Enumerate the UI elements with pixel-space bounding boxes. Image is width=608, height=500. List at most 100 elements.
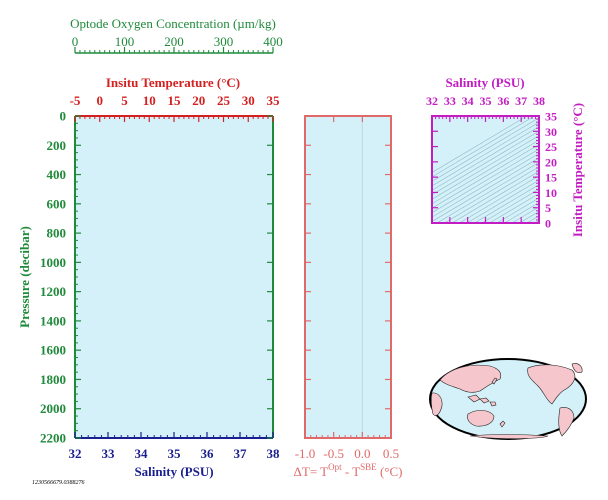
pressure-tick-label: 600 <box>47 196 67 211</box>
ts-salinity-tick-label: 32 <box>426 94 438 108</box>
salinity-tick-label: 38 <box>267 446 281 461</box>
temperature-tick-label: -5 <box>70 93 81 108</box>
land-africa <box>431 392 443 416</box>
pressure-tick-label: 800 <box>47 226 67 241</box>
temperature-tick-label: 15 <box>168 93 182 108</box>
density-contour <box>432 148 539 213</box>
pressure-tick-label: 2200 <box>40 431 66 446</box>
ts-density-contours <box>432 116 539 223</box>
pressure-tick-label: 1600 <box>40 343 66 358</box>
profile-id-text: 1230566679.0388276 <box>32 480 85 486</box>
temperature-tick-label: 20 <box>192 93 205 108</box>
temperature-tick-label: 35 <box>267 93 281 108</box>
ts-salinity-label: Salinity (PSU) <box>445 75 524 90</box>
density-contour <box>504 201 539 223</box>
density-contour <box>432 121 539 186</box>
density-contour <box>432 157 539 222</box>
pressure-axis-label: Pressure (decibar) <box>17 226 32 328</box>
profile-plot-area <box>75 116 273 438</box>
delta-t-plot-area <box>305 116 391 438</box>
world-map <box>429 358 587 440</box>
land-greenland <box>571 363 583 374</box>
oxygen-tick-label: 200 <box>164 34 184 49</box>
ts-temperature-tick-label: 35 <box>545 110 557 124</box>
land-north-america <box>527 364 576 405</box>
salinity-tick-label: 37 <box>234 446 248 461</box>
oxygen-axis-label: Optode Oxygen Concentration (µm/kg) <box>70 16 276 31</box>
delta-t-tick-label: 0.5 <box>383 446 399 461</box>
oxygen-tick-label: 0 <box>72 34 79 49</box>
temperature-tick-label: 0 <box>97 93 104 108</box>
land-japan <box>491 377 498 385</box>
oxygen-ticks: 0 100 200 300 400 <box>72 34 283 53</box>
pressure-tick-label: 1200 <box>40 284 66 299</box>
density-contour <box>496 197 539 223</box>
density-contour <box>451 170 539 223</box>
oxygen-axis: Optode Oxygen Concentration (µm/kg) 0 100… <box>70 16 283 54</box>
land-asia <box>439 364 502 393</box>
ts-salinity-tick-label: 35 <box>480 94 492 108</box>
pressure-tick-label: 1000 <box>40 255 66 270</box>
oxygen-tick-label: 400 <box>263 34 283 49</box>
density-contour <box>432 135 539 200</box>
salinity-tick-label: 33 <box>102 446 116 461</box>
density-contour <box>432 139 539 204</box>
profile-panel: Insitu Temperature (°C) -5 0 5 10 15 20 25 30 35… <box>17 75 280 479</box>
ts-salinity-tick-label: 37 <box>515 94 527 108</box>
salinity-tick-label: 32 <box>69 446 82 461</box>
temperature-axis-label: Insitu Temperature (°C) <box>106 75 240 90</box>
temperature-tick-label: 30 <box>242 93 255 108</box>
density-contour <box>474 184 539 223</box>
density-contour <box>436 161 539 223</box>
ts-temperature-tick-label: 25 <box>545 140 557 154</box>
density-contour <box>466 179 539 223</box>
density-contour <box>444 166 539 223</box>
density-contour <box>432 130 539 195</box>
pressure-tick-label: 0 <box>60 109 67 124</box>
pressure-tick-label: 1400 <box>40 313 66 328</box>
ts-salinity-tick-label: 38 <box>533 94 545 108</box>
salinity-tick-label: 34 <box>135 446 149 461</box>
delta-t-tick-label: -1.0 <box>295 446 316 461</box>
oxygen-tick-label: 300 <box>214 34 234 49</box>
temperature-tick-label: 10 <box>143 93 156 108</box>
ts-salinity-tick-label: 34 <box>462 94 474 108</box>
ts-salinity-tick-label: 36 <box>497 94 509 108</box>
oxygen-tick-label: 100 <box>115 34 135 49</box>
pressure-tick-label: 1800 <box>40 372 66 387</box>
land-new-zealand <box>499 420 506 428</box>
salinity-axis-label: Salinity (PSU) <box>134 464 213 479</box>
ts-temperature-tick-label: 10 <box>545 186 557 200</box>
ts-temperature-tick-label: 20 <box>545 155 557 169</box>
pressure-tick-label: 2000 <box>40 401 66 416</box>
density-contour <box>432 116 535 178</box>
ts-salinity-tick-label: 33 <box>444 94 456 108</box>
delta-t-tick-label: 0.0 <box>354 446 370 461</box>
temperature-tick-label: 5 <box>121 93 128 108</box>
delta-t-axis-label: ΔT= TOpt - TSBE (°C) <box>294 462 403 479</box>
map-land <box>431 363 583 439</box>
land-maritime-asia <box>467 394 497 407</box>
pressure-ticks: 0 200 400 600 800 1000 1200 1400 1600 1800 2000 220… <box>40 109 273 446</box>
density-contour <box>489 193 539 223</box>
ts-plot-area <box>432 116 539 223</box>
density-contour <box>432 144 539 209</box>
ts-temperature-tick-label: 15 <box>545 171 557 185</box>
land-australia <box>467 410 495 427</box>
density-contour <box>511 206 539 223</box>
salinity-tick-label: 35 <box>168 446 182 461</box>
delta-t-tick-label: -0.5 <box>323 446 344 461</box>
density-contour <box>459 175 539 223</box>
density-contour <box>481 188 539 223</box>
density-contour <box>432 126 539 191</box>
land-south-america <box>558 407 575 437</box>
pressure-tick-label: 200 <box>47 138 67 153</box>
density-contour <box>432 117 539 182</box>
ts-temperature-tick-label: 5 <box>545 201 551 215</box>
ts-temperature-tick-label: 0 <box>545 217 551 231</box>
temperature-ticks: -5 0 5 10 15 20 25 30 35 <box>70 93 280 122</box>
land-antarctica <box>469 434 549 439</box>
